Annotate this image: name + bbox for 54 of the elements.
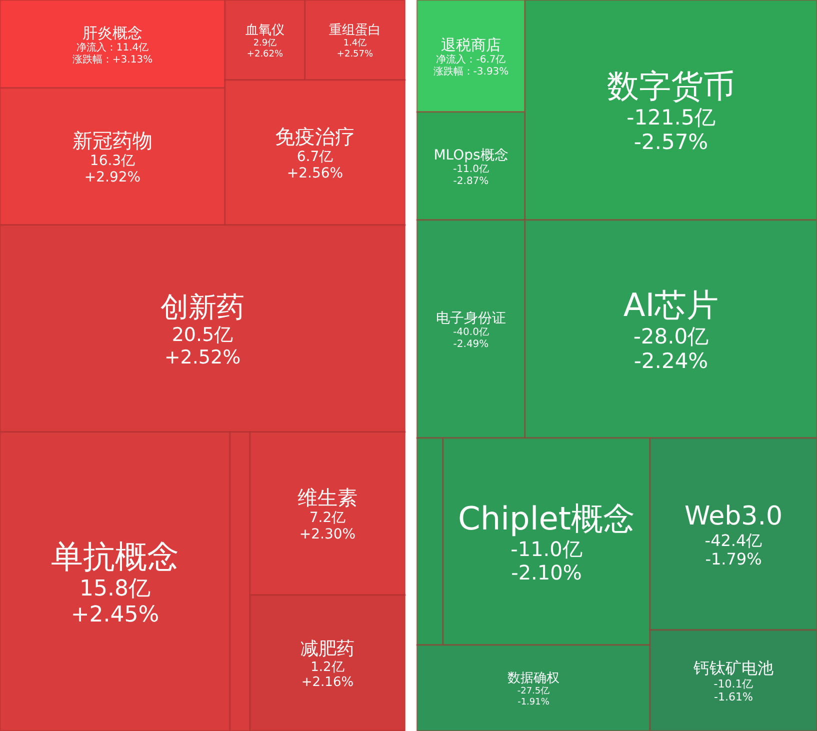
data-label: -2.10% — [511, 560, 582, 585]
data-label: +2.16% — [301, 675, 354, 690]
data-label: 涨跌幅：-3.93% — [433, 65, 509, 78]
data-label: -27.5亿 — [517, 686, 550, 697]
data-label: 16.3亿 — [90, 153, 136, 170]
data-label: 1.2亿 — [310, 660, 344, 675]
data-label: +2.62% — [246, 49, 284, 60]
data-label: -40.0亿 — [453, 327, 489, 338]
data-label: -28.0亿 — [633, 324, 709, 348]
data-label: -2.24% — [634, 349, 708, 374]
category-label: 免疫治疗 — [275, 124, 355, 148]
data-label: -1.79% — [705, 550, 762, 569]
data-label: -42.4亿 — [704, 530, 762, 550]
data-label: 1.4亿 — [343, 38, 367, 49]
data-label: -10.1亿 — [714, 678, 754, 691]
data-label: -1.61% — [714, 690, 753, 704]
data-label: -11.0亿 — [510, 536, 582, 561]
category-label: 维生素 — [298, 485, 358, 510]
category-label: 钙钛矿电池 — [692, 658, 774, 678]
category-label: Web3.0 — [684, 502, 783, 532]
category-label: 数据确权 — [508, 671, 560, 686]
category-label: MLOps概念 — [434, 147, 508, 164]
data-label: 净流入：11.4亿 — [76, 42, 149, 54]
category-label: 肝炎概念 — [82, 24, 142, 42]
data-label: +2.92% — [84, 170, 141, 186]
data-label: -1.91% — [518, 697, 550, 708]
category-label: 血氧仪 — [246, 23, 284, 38]
category-label: AI芯片 — [623, 286, 719, 324]
data-label: 6.7亿 — [296, 149, 334, 166]
data-label: +2.56% — [286, 166, 344, 182]
data-label: 2.9亿 — [253, 38, 277, 49]
data-label: +2.30% — [299, 526, 356, 543]
data-label: 20.5亿 — [172, 324, 234, 346]
category-label: 电子身份证 — [436, 310, 506, 326]
data-label: -2.49% — [453, 338, 489, 350]
data-label: +2.52% — [164, 346, 241, 368]
category-label: 重组蛋白 — [329, 23, 381, 38]
category-label: 新冠药物 — [72, 128, 152, 152]
data-label: 涨跌幅：+3.13% — [72, 53, 153, 66]
data-label: -2.87% — [453, 176, 489, 187]
data-label: 15.8亿 — [80, 576, 150, 602]
data-label: 净流入：-6.7亿 — [436, 54, 506, 66]
data-label: 7.2亿 — [309, 510, 346, 526]
data-label: -11.0亿 — [453, 164, 489, 176]
data-label: -121.5亿 — [626, 105, 716, 130]
data-label: +2.45% — [70, 602, 160, 628]
data-label: +2.57% — [336, 49, 374, 60]
category-label: 退税商店 — [441, 36, 501, 54]
category-label: 单抗概念 — [51, 537, 179, 576]
category-label: Chiplet概念 — [458, 500, 635, 538]
category-label: 创新药 — [160, 290, 244, 324]
data-label: -2.57% — [634, 130, 708, 154]
category-label: 数字货币 — [607, 67, 735, 106]
category-label: 减肥药 — [300, 638, 354, 660]
